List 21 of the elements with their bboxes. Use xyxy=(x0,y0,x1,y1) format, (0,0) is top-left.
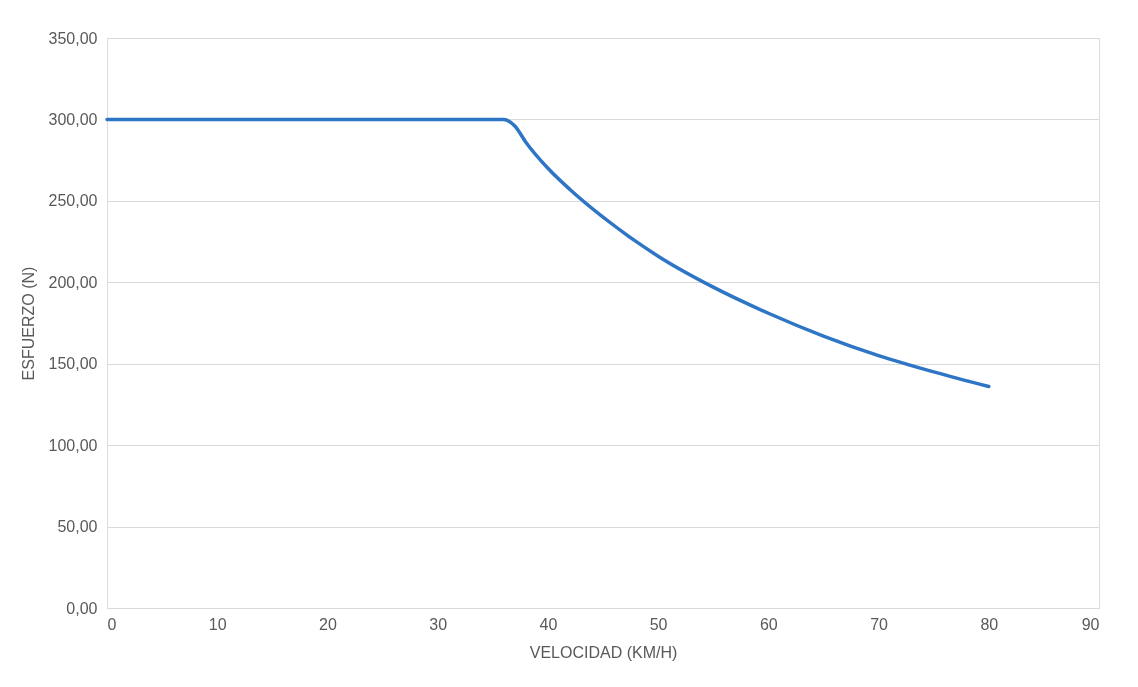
x-tick-label: 20 xyxy=(319,615,337,633)
y-tick-label: 350,00 xyxy=(48,29,98,47)
y-tick-label: 250,00 xyxy=(48,192,98,210)
x-tick-label: 70 xyxy=(870,615,889,633)
y-tick-label: 300,00 xyxy=(48,110,98,128)
y-tick-label: 150,00 xyxy=(48,355,98,373)
x-tick-label: 90 xyxy=(1081,615,1100,633)
x-tick-label: 0 xyxy=(107,615,117,633)
y-tick-label: 100,00 xyxy=(48,436,98,454)
line-series xyxy=(105,117,991,389)
x-tick-label: 40 xyxy=(539,615,558,633)
x-tick-label: 30 xyxy=(429,615,448,633)
x-tick-label: 10 xyxy=(208,615,227,633)
x-tick-label: 50 xyxy=(649,615,668,633)
y-tick-label: 0,00 xyxy=(66,599,98,617)
y-axis-title: ESFUERZO (N) xyxy=(19,266,37,381)
y-tick-label: 200,00 xyxy=(48,273,98,291)
y-tick-label: 50,00 xyxy=(57,518,98,536)
x-axis-title: VELOCIDAD (KM/H) xyxy=(529,643,678,661)
x-tick-label: 80 xyxy=(980,615,999,633)
x-tick-label: 60 xyxy=(759,615,778,633)
